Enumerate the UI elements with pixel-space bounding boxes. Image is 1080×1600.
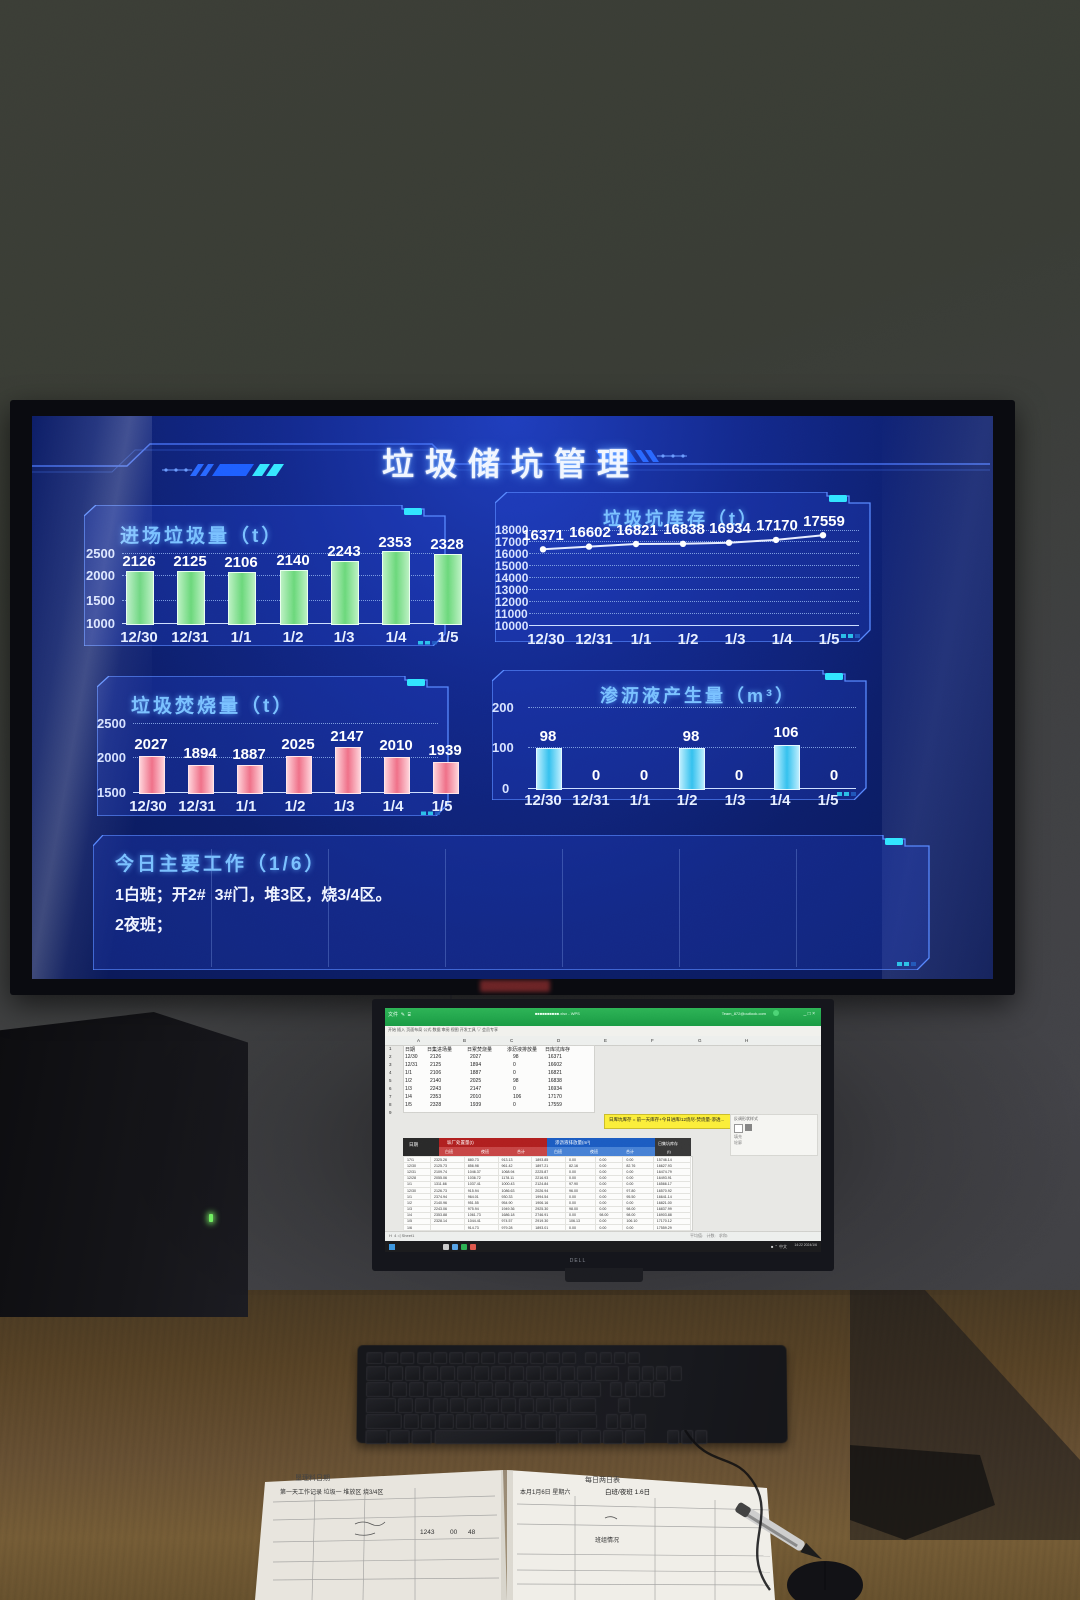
svg-text:班组情况: 班组情况 xyxy=(595,1536,619,1544)
svg-text:1243: 1243 xyxy=(420,1529,435,1536)
svg-text:垦理料日期: 垦理料日期 xyxy=(295,1473,330,1482)
svg-text:第一天工作记录 垃圾一 堆放区 烧3/4区: 第一天工作记录 垃圾一 堆放区 烧3/4区 xyxy=(280,1488,383,1496)
svg-text:白班/夜班 1.6日: 白班/夜班 1.6日 xyxy=(605,1487,650,1496)
svg-text:每日两日表: 每日两日表 xyxy=(585,1475,620,1484)
svg-text:48: 48 xyxy=(468,1529,476,1536)
svg-text:本月1月6日 星期六: 本月1月6日 星期六 xyxy=(520,1488,570,1496)
svg-text:00: 00 xyxy=(450,1529,458,1536)
